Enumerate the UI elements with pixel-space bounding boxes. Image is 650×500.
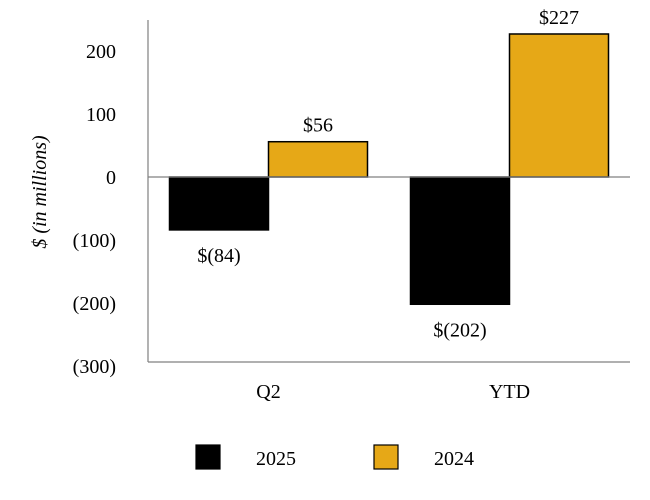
y-tick-label: (200) bbox=[73, 293, 116, 315]
data-label-2025-Q2: $(84) bbox=[197, 245, 240, 267]
bars bbox=[168, 33, 610, 306]
y-tick-label: 0 bbox=[106, 167, 116, 189]
bar-2025-Q2 bbox=[168, 176, 270, 231]
data-labels: $(84) $56 $(202) $227 bbox=[197, 7, 579, 341]
data-label-2024-YTD: $227 bbox=[539, 7, 579, 29]
legend-label-2025: 2025 bbox=[256, 448, 296, 470]
y-axis-title: $ (in millions) bbox=[29, 135, 51, 249]
legend-label-2024: 2024 bbox=[434, 448, 474, 470]
x-category-label: Q2 bbox=[256, 381, 280, 403]
bar-2024-Q2 bbox=[267, 140, 369, 178]
legend: 2025 2024 bbox=[195, 444, 474, 470]
data-label-2025-YTD: $(202) bbox=[433, 319, 486, 341]
y-axis: 200 100 0 (100) (200) (300) bbox=[73, 20, 149, 378]
y-tick-label: 100 bbox=[86, 104, 116, 126]
legend-swatch-2025 bbox=[195, 444, 221, 470]
y-tick-label: (100) bbox=[73, 230, 116, 252]
bar-2025-YTD bbox=[409, 176, 511, 306]
legend-swatch-2024 bbox=[373, 444, 399, 470]
bar-2024-YTD bbox=[508, 33, 610, 178]
x-category-label: YTD bbox=[489, 381, 530, 403]
data-label-2024-Q2: $56 bbox=[303, 115, 333, 137]
x-axis: Q2 YTD bbox=[148, 176, 630, 403]
y-tick-label: 200 bbox=[86, 41, 116, 63]
y-tick-label: (300) bbox=[73, 356, 116, 378]
